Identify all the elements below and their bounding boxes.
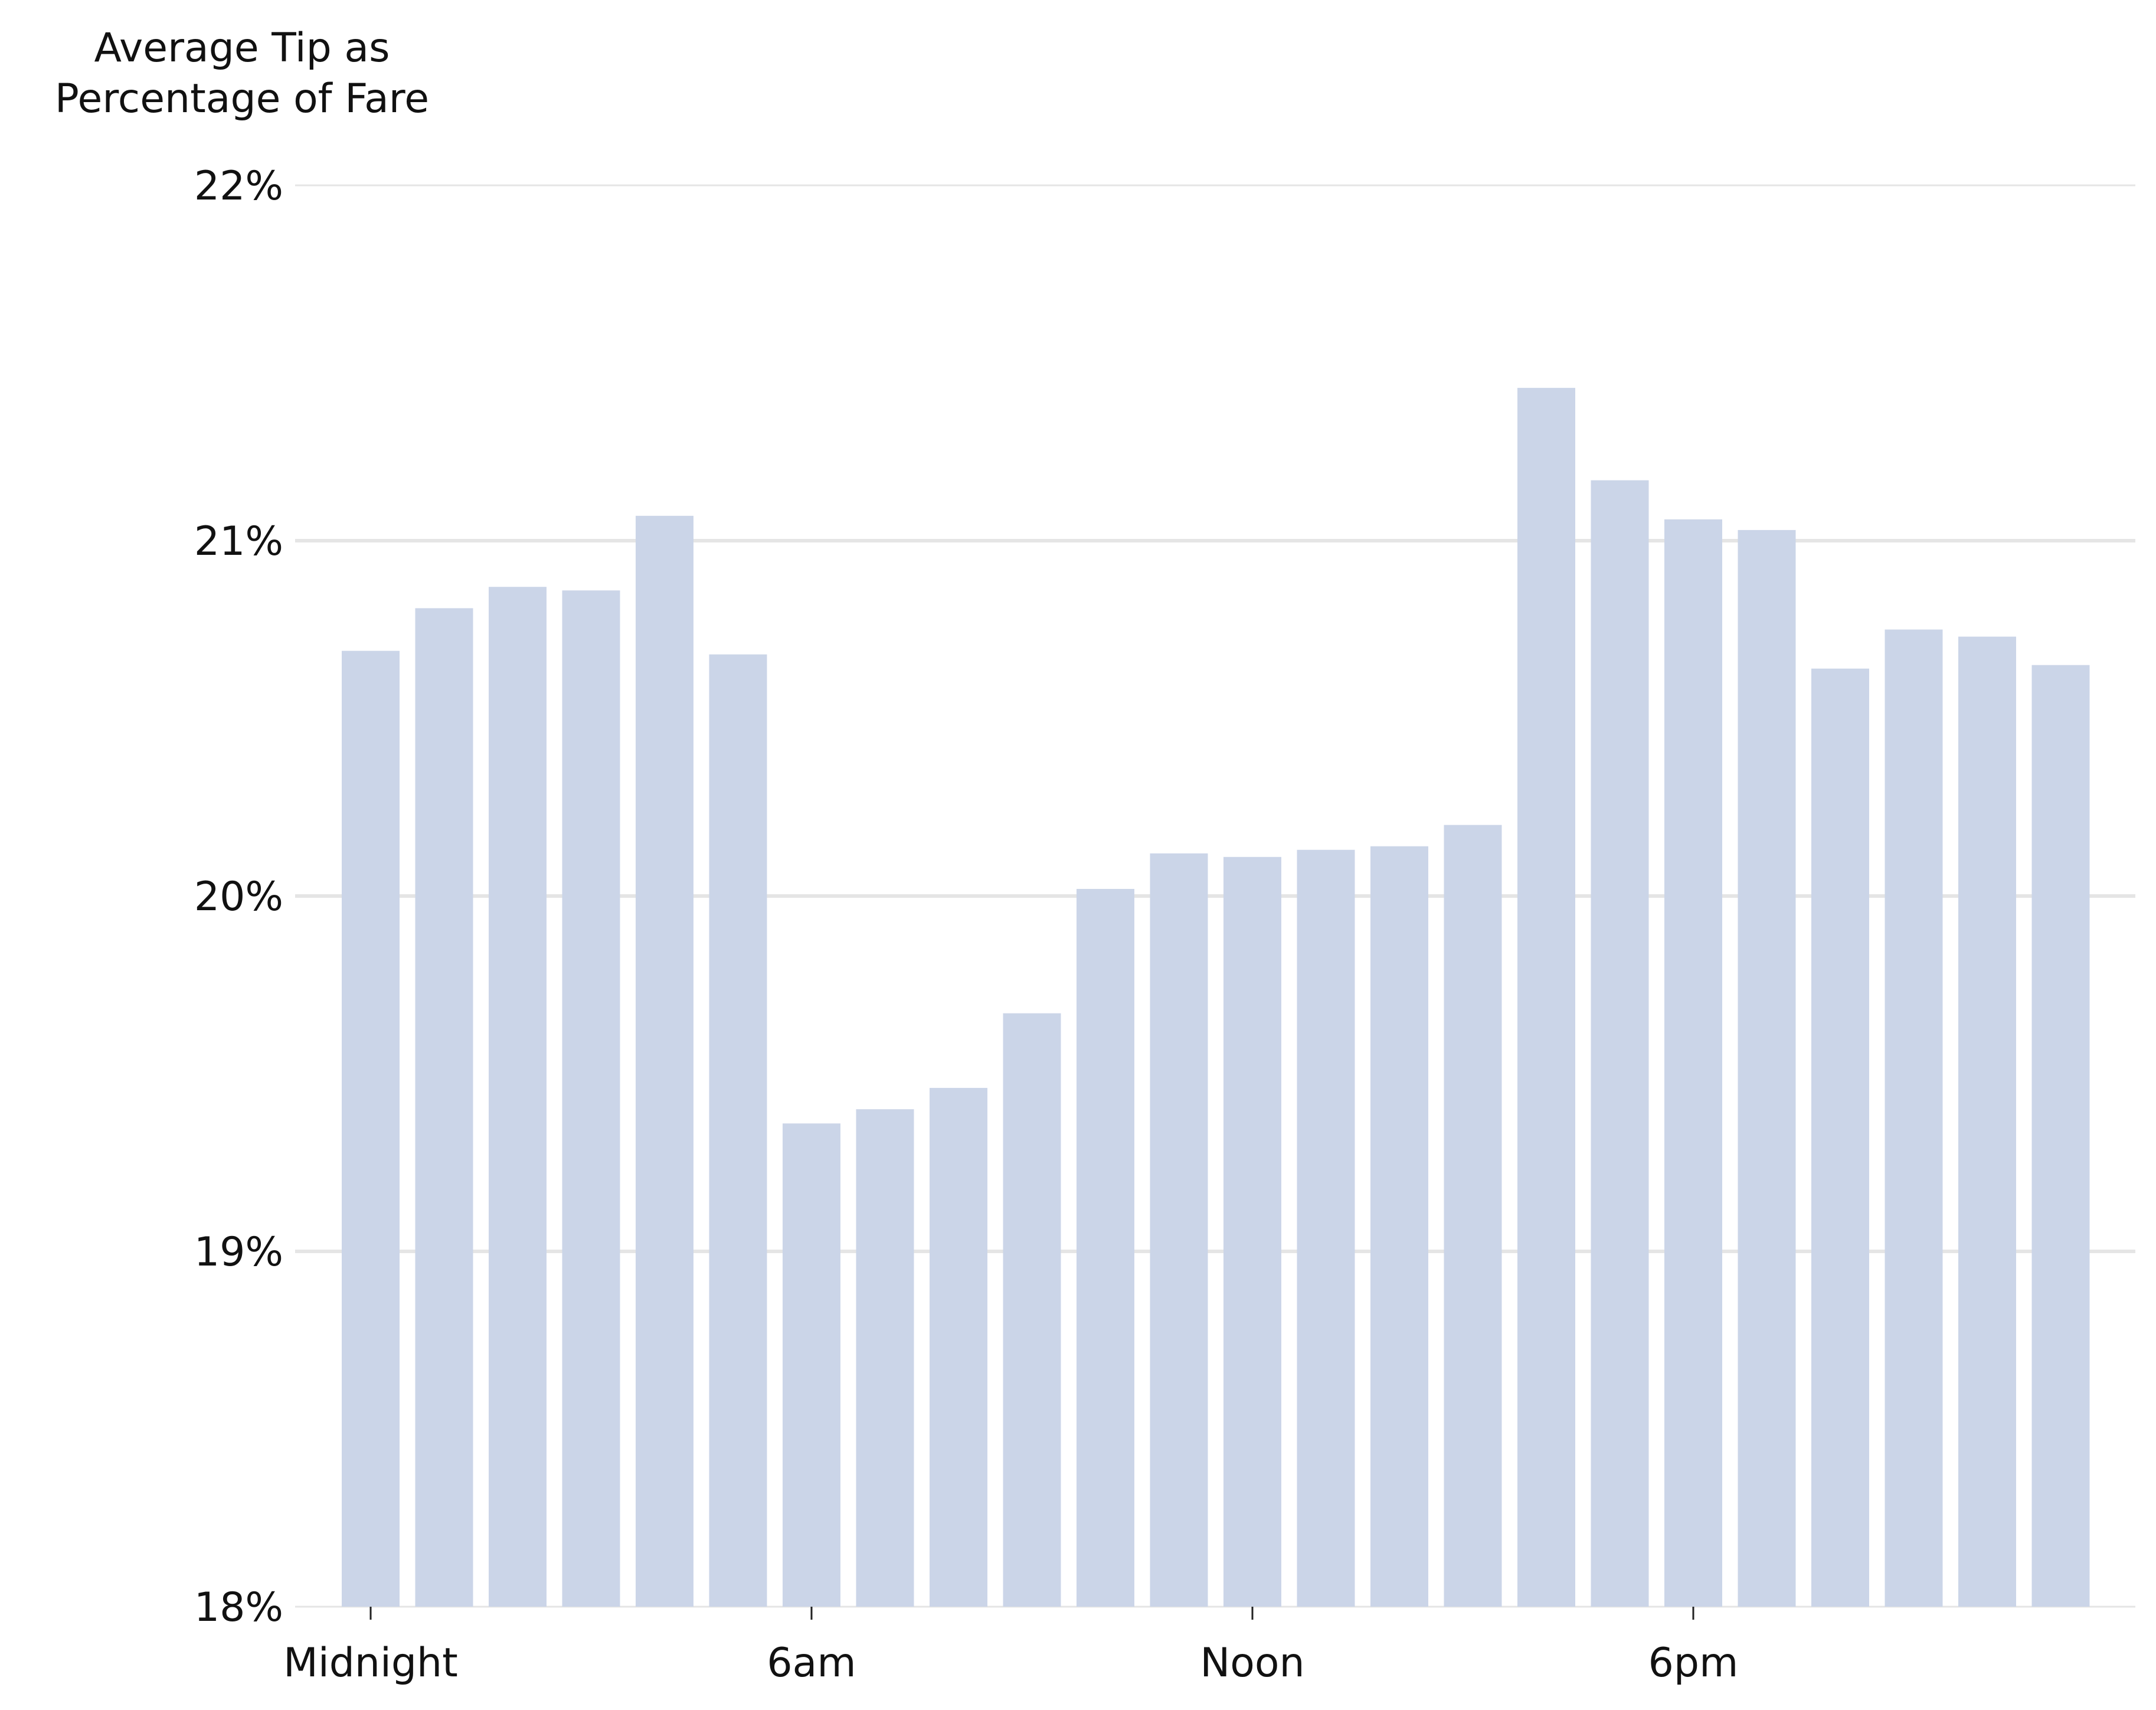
bar-hour-12 [1223,856,1281,1607]
x-tick-label-12: Noon [1200,1640,1304,1686]
x-ticks: Midnight 6am Noon 6pm [283,1607,1738,1686]
bar-hour-9 [1003,1013,1061,1607]
bar-hour-19 [1738,529,1796,1607]
bars [342,388,2090,1607]
bar-hour-8 [930,1088,987,1607]
bar-hour-6 [783,1123,840,1607]
y-axis-label-line-1: Average Tip as [94,25,390,71]
bar-hour-10 [1077,888,1134,1607]
y-tick-label-18: 18% [194,1584,283,1631]
x-tick-label-0: Midnight [283,1640,458,1686]
bar-hour-7 [856,1109,914,1607]
bar-hour-22 [1958,636,2016,1607]
bar-hour-15 [1444,825,1502,1607]
bar-hour-3 [562,590,620,1607]
bar-hour-11 [1150,853,1208,1607]
bar-hour-23 [2031,665,2090,1607]
bar-hour-17 [1591,480,1649,1607]
bar-hour-21 [1885,629,1943,1607]
x-tick-label-18: 6pm [1648,1640,1739,1686]
bar-hour-0 [342,650,400,1607]
bar-hour-18 [1664,519,1722,1607]
y-tick-label-20: 20% [194,874,283,920]
bar-hour-14 [1370,846,1428,1607]
bar-hour-5 [709,654,767,1607]
bar-hour-4 [636,515,693,1607]
y-tick-label-22: 22% [194,163,283,210]
bar-hour-1 [415,608,473,1607]
bar-hour-13 [1297,849,1355,1607]
y-tick-labels: 18% 19% 20% 21% 22% [194,163,283,1631]
bar-hour-16 [1517,388,1575,1607]
x-tick-label-6: 6am [767,1640,856,1686]
bar-hour-2 [489,587,547,1607]
y-axis-label-line-2: Percentage of Fare [54,76,430,122]
bar-hour-20 [1811,668,1869,1607]
y-tick-label-19: 19% [194,1229,283,1276]
y-tick-label-21: 21% [194,518,283,565]
